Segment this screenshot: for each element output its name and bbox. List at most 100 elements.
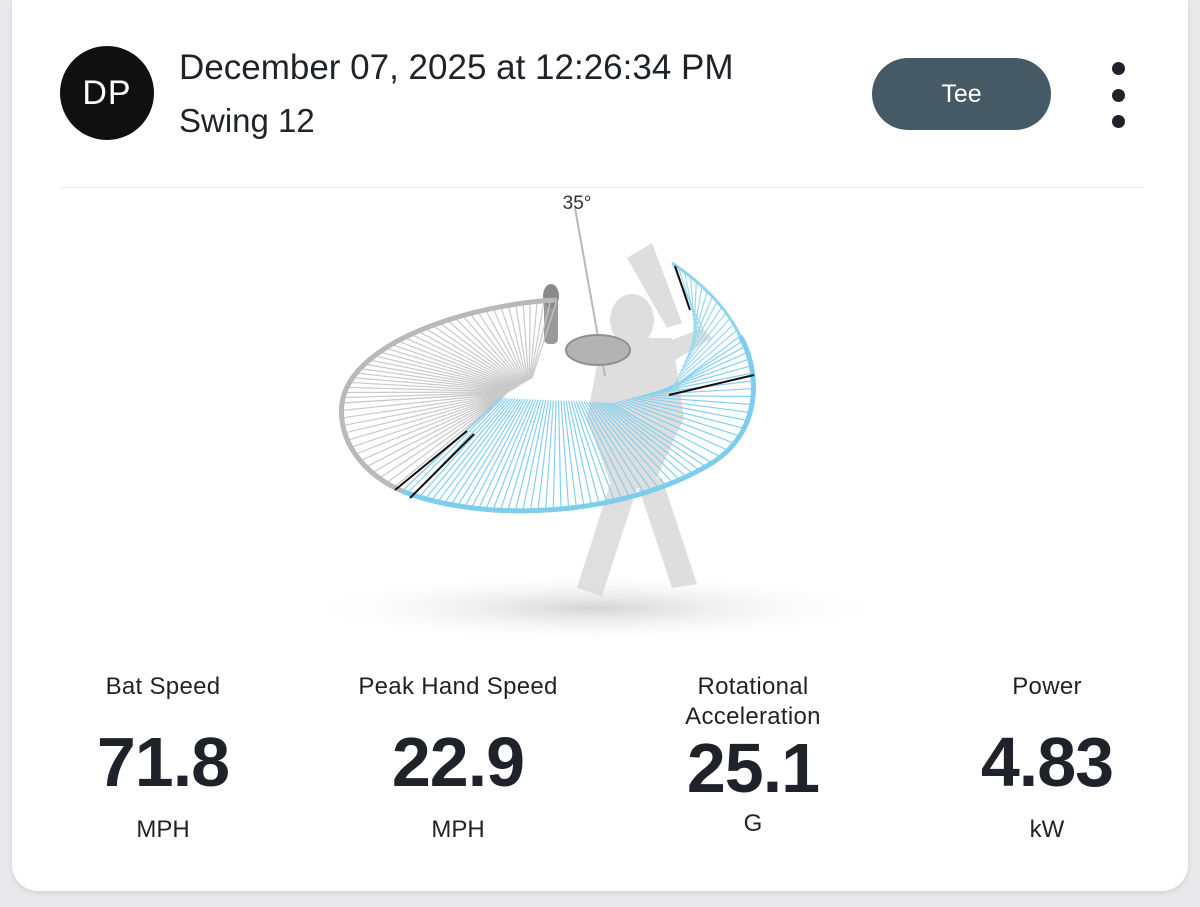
swing-line-gray — [462, 315, 524, 384]
swing-line-blue — [677, 318, 731, 376]
swing-line-gray — [528, 302, 531, 380]
swing-line-gray — [346, 386, 510, 393]
swing-line-blue — [680, 312, 727, 372]
swing-line-gray — [404, 336, 518, 388]
swing-line-blue — [635, 396, 751, 414]
metric-label-line2: Acceleration — [685, 703, 821, 730]
swing-line-gray — [424, 327, 520, 387]
swing-line-gray — [367, 395, 505, 467]
more-dot — [1111, 88, 1125, 102]
bat-position-markers — [394, 265, 755, 499]
swing-card: DP December 07, 2025 at 12:26:34 PM Swin… — [12, 0, 1188, 891]
swing-line-gray — [343, 391, 508, 399]
swing-line-blue — [537, 400, 552, 511]
more-vertical-icon[interactable] — [1102, 62, 1134, 128]
swing-line-gray — [357, 394, 505, 454]
swing-path-gray — [341, 299, 558, 492]
swing-line-blue — [682, 306, 723, 367]
swing-line-gray — [373, 396, 504, 473]
swing-line-blue — [424, 398, 511, 500]
swing-line-blue — [611, 402, 713, 464]
swing-line-blue — [560, 400, 570, 509]
avatar[interactable]: DP — [60, 46, 154, 140]
swing-line-blue — [641, 394, 754, 398]
swing-arc-gray — [339, 297, 558, 494]
swing-line-blue — [470, 398, 529, 509]
swing-line-gray — [342, 393, 507, 419]
avatar-initials: DP — [82, 73, 132, 112]
swing-line-gray — [380, 396, 504, 478]
swing-line-blue — [478, 399, 532, 509]
swing-arc-blue — [401, 334, 756, 514]
swing-line-blue — [552, 400, 557, 510]
swing-line-blue — [544, 400, 555, 511]
swing-line-blue — [618, 400, 729, 451]
swing-line-blue — [675, 323, 735, 380]
swing-number: Swing 12 — [179, 102, 315, 139]
swing-line-blue — [557, 400, 562, 510]
swing-line-gray — [492, 307, 527, 382]
swing-line-blue — [628, 398, 745, 429]
swing-line-gray — [352, 394, 506, 448]
swing-line-blue — [507, 399, 542, 511]
swing-line-blue — [565, 400, 585, 507]
swing-line-blue — [596, 401, 674, 484]
swing-line-blue — [457, 398, 524, 507]
swing-line-gray — [417, 330, 520, 387]
swing-line-blue — [645, 387, 754, 396]
tee-button[interactable]: Tee — [872, 58, 1051, 130]
swing-line-blue — [673, 329, 738, 385]
more-dot — [1111, 115, 1125, 128]
metric-label: Power — [1012, 673, 1082, 700]
swing-line-blue — [418, 397, 509, 498]
swing-line-gray — [369, 359, 514, 390]
swing-line-blue — [621, 399, 735, 444]
metric-unit: kW — [1029, 816, 1065, 843]
metric-label: Rotational — [697, 673, 809, 700]
swing-line-blue — [529, 400, 549, 511]
swing-line-blue — [499, 399, 539, 511]
metric-label: Peak Hand Speed — [358, 673, 558, 700]
swing-line-blue — [609, 402, 707, 468]
swing-datetime: December 07, 2025 at 12:26:34 PM — [179, 48, 734, 87]
swing-line-gray — [387, 396, 504, 483]
metric-value: 71.8 — [96, 723, 230, 801]
swing-line-gray — [439, 322, 522, 386]
swing-line-blue — [575, 401, 616, 501]
swing-line-blue — [563, 400, 577, 508]
swing-line-blue — [593, 401, 667, 486]
swing-line-gray — [410, 333, 519, 387]
more-dot — [1111, 62, 1125, 75]
swing-line-gray — [484, 309, 526, 383]
swing-line-blue — [684, 301, 718, 363]
swing-line-gray — [348, 394, 506, 441]
swing-line-blue — [606, 402, 700, 471]
swing-path-svg: 35° — [294, 193, 894, 644]
swing-line-gray — [374, 355, 515, 390]
swing-tail-blue — [671, 261, 742, 337]
metric-unit: MPH — [136, 816, 190, 843]
swing-line-blue — [437, 398, 516, 503]
swing-line-gray — [341, 392, 507, 412]
metric-power: Power 4.83 kW — [907, 672, 1187, 844]
metric-rotational-acceleration: Rotational Acceleration 25.1 G — [613, 672, 893, 838]
swing-line-blue — [570, 401, 600, 504]
swing-line-gray — [522, 303, 530, 381]
swing-line-blue — [598, 401, 680, 481]
swing-line-gray — [432, 324, 521, 386]
swing-line-blue — [690, 286, 703, 350]
swing-line-gray — [360, 367, 512, 391]
swing-line-gray — [345, 393, 506, 434]
metric-bat-speed: Bat Speed 71.8 MPH — [23, 672, 303, 844]
swing-line-blue — [625, 399, 740, 437]
swing-angle-label: 35° — [563, 193, 592, 214]
metric-value: 22.9 — [391, 723, 525, 801]
swing-line-blue — [586, 401, 645, 494]
swing-line-gray — [356, 372, 512, 392]
metric-unit: G — [743, 810, 763, 837]
swing-line-gray — [530, 300, 545, 379]
header-divider — [60, 187, 1144, 188]
swing-line-blue — [522, 399, 547, 511]
swing-line-blue — [568, 400, 593, 506]
contact-zone — [543, 207, 631, 377]
